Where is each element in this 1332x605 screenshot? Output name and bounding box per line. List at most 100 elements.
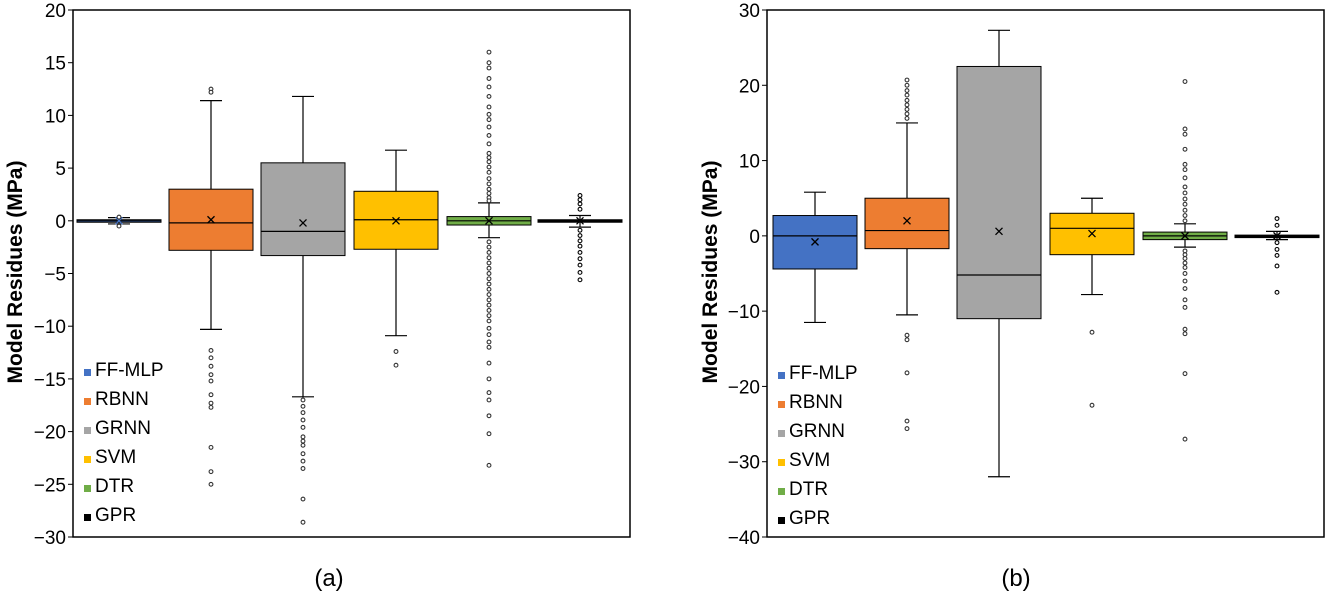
outlier-point bbox=[486, 132, 492, 138]
outlier-point bbox=[486, 390, 492, 396]
y-tick-label: 10 bbox=[45, 106, 66, 127]
outlier-point bbox=[1182, 326, 1188, 332]
outlier-point bbox=[904, 111, 910, 117]
iqr-box bbox=[956, 65, 1042, 320]
outlier-point bbox=[486, 339, 492, 345]
outlier-point bbox=[904, 102, 910, 108]
outlier-point bbox=[486, 307, 492, 313]
mean-marker bbox=[903, 216, 911, 225]
y-tick-label: −20 bbox=[34, 423, 66, 444]
outlier-point bbox=[1182, 271, 1188, 276]
panel-a: 20 15 10 5 0 −5 −10 −15 −20 −25 −30 Model Residues … bbox=[4, 1, 631, 592]
outlier-point bbox=[486, 190, 492, 196]
outlier-point bbox=[486, 176, 492, 182]
outlier-point bbox=[1182, 190, 1188, 196]
outlier-point bbox=[300, 451, 306, 457]
outlier-point bbox=[577, 277, 583, 283]
outlier-point bbox=[486, 111, 492, 117]
outlier-point bbox=[1182, 255, 1188, 261]
mean-marker bbox=[392, 216, 400, 225]
outlier-point bbox=[1182, 196, 1188, 202]
legend-label-gpr: GPR bbox=[95, 505, 136, 526]
outlier-point bbox=[1182, 79, 1188, 84]
plot-area bbox=[766, 9, 1325, 538]
outlier-point bbox=[486, 281, 492, 287]
outlier-point bbox=[1182, 304, 1188, 310]
y-tick-label: 30 bbox=[739, 1, 760, 22]
legend-swatch-rbnn bbox=[84, 398, 91, 405]
outlier-point bbox=[300, 397, 306, 403]
panel-caption: (b) bbox=[1001, 565, 1030, 592]
y-tick-label: −5 bbox=[44, 265, 66, 286]
outlier-point bbox=[300, 442, 306, 448]
outlier-point bbox=[486, 169, 492, 175]
outlier-point bbox=[1182, 131, 1188, 137]
y-tick-label: −30 bbox=[34, 528, 66, 549]
y-tick-label: −30 bbox=[728, 453, 760, 474]
y-tick-label: −20 bbox=[728, 377, 760, 398]
box-ff-mlp bbox=[772, 191, 858, 324]
outlier-point bbox=[577, 227, 583, 233]
legend-swatch-dtr bbox=[778, 488, 785, 495]
outlier-point bbox=[577, 233, 583, 239]
outlier-point bbox=[904, 106, 910, 112]
outlier-point bbox=[486, 93, 492, 99]
outlier-point bbox=[393, 349, 399, 354]
legend-swatch-ff-mlp bbox=[778, 372, 785, 379]
outlier-point bbox=[1274, 252, 1280, 258]
mean-marker bbox=[1273, 231, 1281, 240]
outlier-point bbox=[300, 438, 306, 444]
outlier-point bbox=[486, 297, 492, 303]
outlier-point bbox=[577, 249, 583, 255]
outlier-point bbox=[486, 431, 492, 437]
outlier-point bbox=[1182, 218, 1188, 224]
outlier-point bbox=[904, 97, 910, 103]
outlier-point bbox=[1274, 222, 1280, 228]
outlier-point bbox=[486, 141, 492, 147]
outlier-point bbox=[486, 260, 492, 266]
outlier-point bbox=[208, 400, 214, 406]
box-gpr bbox=[537, 193, 623, 283]
outlier-point bbox=[300, 466, 306, 471]
outlier-point bbox=[486, 276, 492, 282]
outlier-point bbox=[116, 214, 122, 220]
outlier-point bbox=[1274, 240, 1280, 246]
outlier-point bbox=[208, 404, 214, 410]
outlier-point bbox=[904, 418, 910, 424]
outlier-point bbox=[300, 496, 306, 502]
outlier-point bbox=[1182, 175, 1188, 181]
legend-swatch-gpr bbox=[778, 517, 785, 524]
outlier-point bbox=[577, 243, 583, 249]
box-svm bbox=[1049, 197, 1135, 408]
outlier-point bbox=[904, 82, 910, 88]
outlier-point bbox=[300, 410, 306, 416]
outlier-point bbox=[486, 318, 492, 324]
outlier-point bbox=[1182, 207, 1188, 213]
legend-label-svm: SVM bbox=[789, 450, 830, 471]
outlier-point bbox=[904, 92, 910, 98]
outlier-point bbox=[486, 159, 492, 165]
outlier-point bbox=[1182, 286, 1188, 292]
outlier-point bbox=[486, 155, 492, 161]
plot-area bbox=[72, 9, 631, 538]
mean-marker bbox=[1088, 229, 1096, 238]
mean-marker bbox=[207, 215, 215, 224]
outlier-point bbox=[486, 60, 492, 66]
legend-label-gpr: GPR bbox=[789, 508, 830, 529]
outlier-point bbox=[300, 458, 306, 464]
outlier-point bbox=[1182, 213, 1188, 218]
outlier-point bbox=[486, 344, 492, 350]
outlier-point bbox=[1182, 201, 1188, 207]
outlier-point bbox=[577, 238, 583, 244]
outlier-point bbox=[208, 347, 214, 353]
outlier-point bbox=[904, 332, 910, 338]
box-gpr bbox=[1234, 216, 1320, 295]
y-tick-label: 10 bbox=[739, 152, 760, 173]
outlier-point bbox=[486, 49, 492, 55]
outlier-point bbox=[486, 65, 492, 71]
legend-swatch-ff-mlp bbox=[84, 369, 91, 376]
outlier-point bbox=[1182, 278, 1188, 284]
outlier-point bbox=[486, 244, 492, 250]
outlier-point bbox=[904, 77, 910, 83]
outlier-point bbox=[577, 193, 583, 198]
